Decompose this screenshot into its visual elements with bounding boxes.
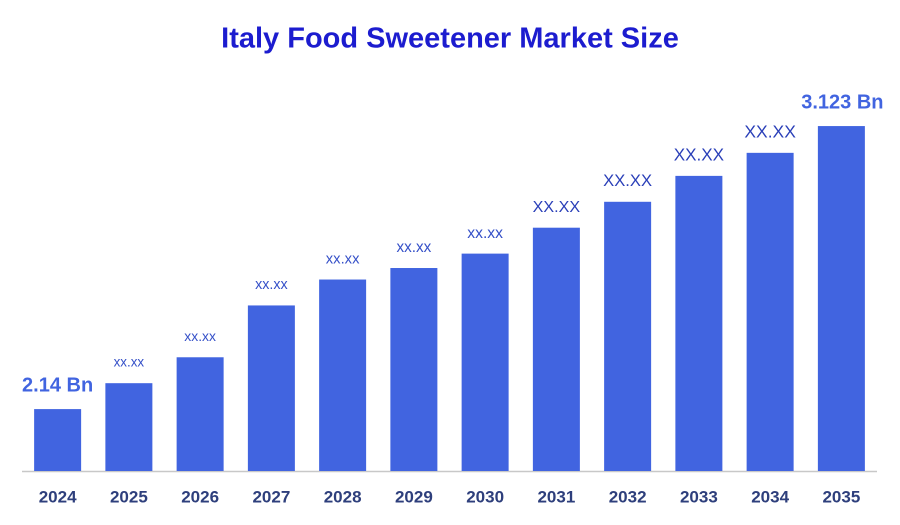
value-label: xx.xx — [114, 355, 145, 370]
value-label: XX.XX — [674, 145, 725, 164]
x-tick-label: 2029 — [395, 487, 433, 506]
value-label: xx.xx — [467, 225, 503, 242]
x-tick-label: 2025 — [110, 487, 148, 506]
x-tick-label: 2032 — [609, 487, 647, 506]
value-label: xx.xx — [396, 239, 431, 256]
x-tick-label: 2027 — [252, 487, 290, 506]
x-tick-label: 2030 — [466, 487, 504, 506]
chart-title: Italy Food Sweetener Market Size — [221, 23, 679, 55]
x-tick-label: 2035 — [822, 487, 860, 506]
bar — [105, 383, 153, 471]
x-tick-label: 2024 — [39, 487, 77, 506]
x-tick-label: 2034 — [751, 487, 789, 506]
value-label: xx.xx — [184, 328, 216, 344]
value-label: xx.xx — [255, 277, 288, 293]
value-label: xx.xx — [326, 251, 360, 267]
bar — [34, 409, 82, 471]
value-label: 2.14 Bn — [22, 374, 93, 396]
x-tick-label: 2033 — [680, 487, 718, 506]
bar — [461, 253, 509, 471]
bar — [746, 152, 794, 472]
value-label: XX.XX — [744, 121, 796, 141]
bar — [532, 227, 580, 471]
bar — [817, 126, 865, 472]
value-label: XX.XX — [533, 198, 581, 216]
bar — [247, 305, 295, 471]
value-label: XX.XX — [603, 171, 652, 190]
bar — [390, 268, 438, 471]
bar — [604, 201, 652, 471]
bar — [675, 175, 723, 471]
x-tick-label: 2028 — [324, 487, 362, 506]
bar — [319, 279, 367, 471]
x-tick-label: 2031 — [537, 487, 575, 506]
bar — [176, 357, 224, 471]
x-tick-label: 2026 — [181, 487, 219, 506]
value-label: 3.123 Bn — [801, 91, 883, 113]
